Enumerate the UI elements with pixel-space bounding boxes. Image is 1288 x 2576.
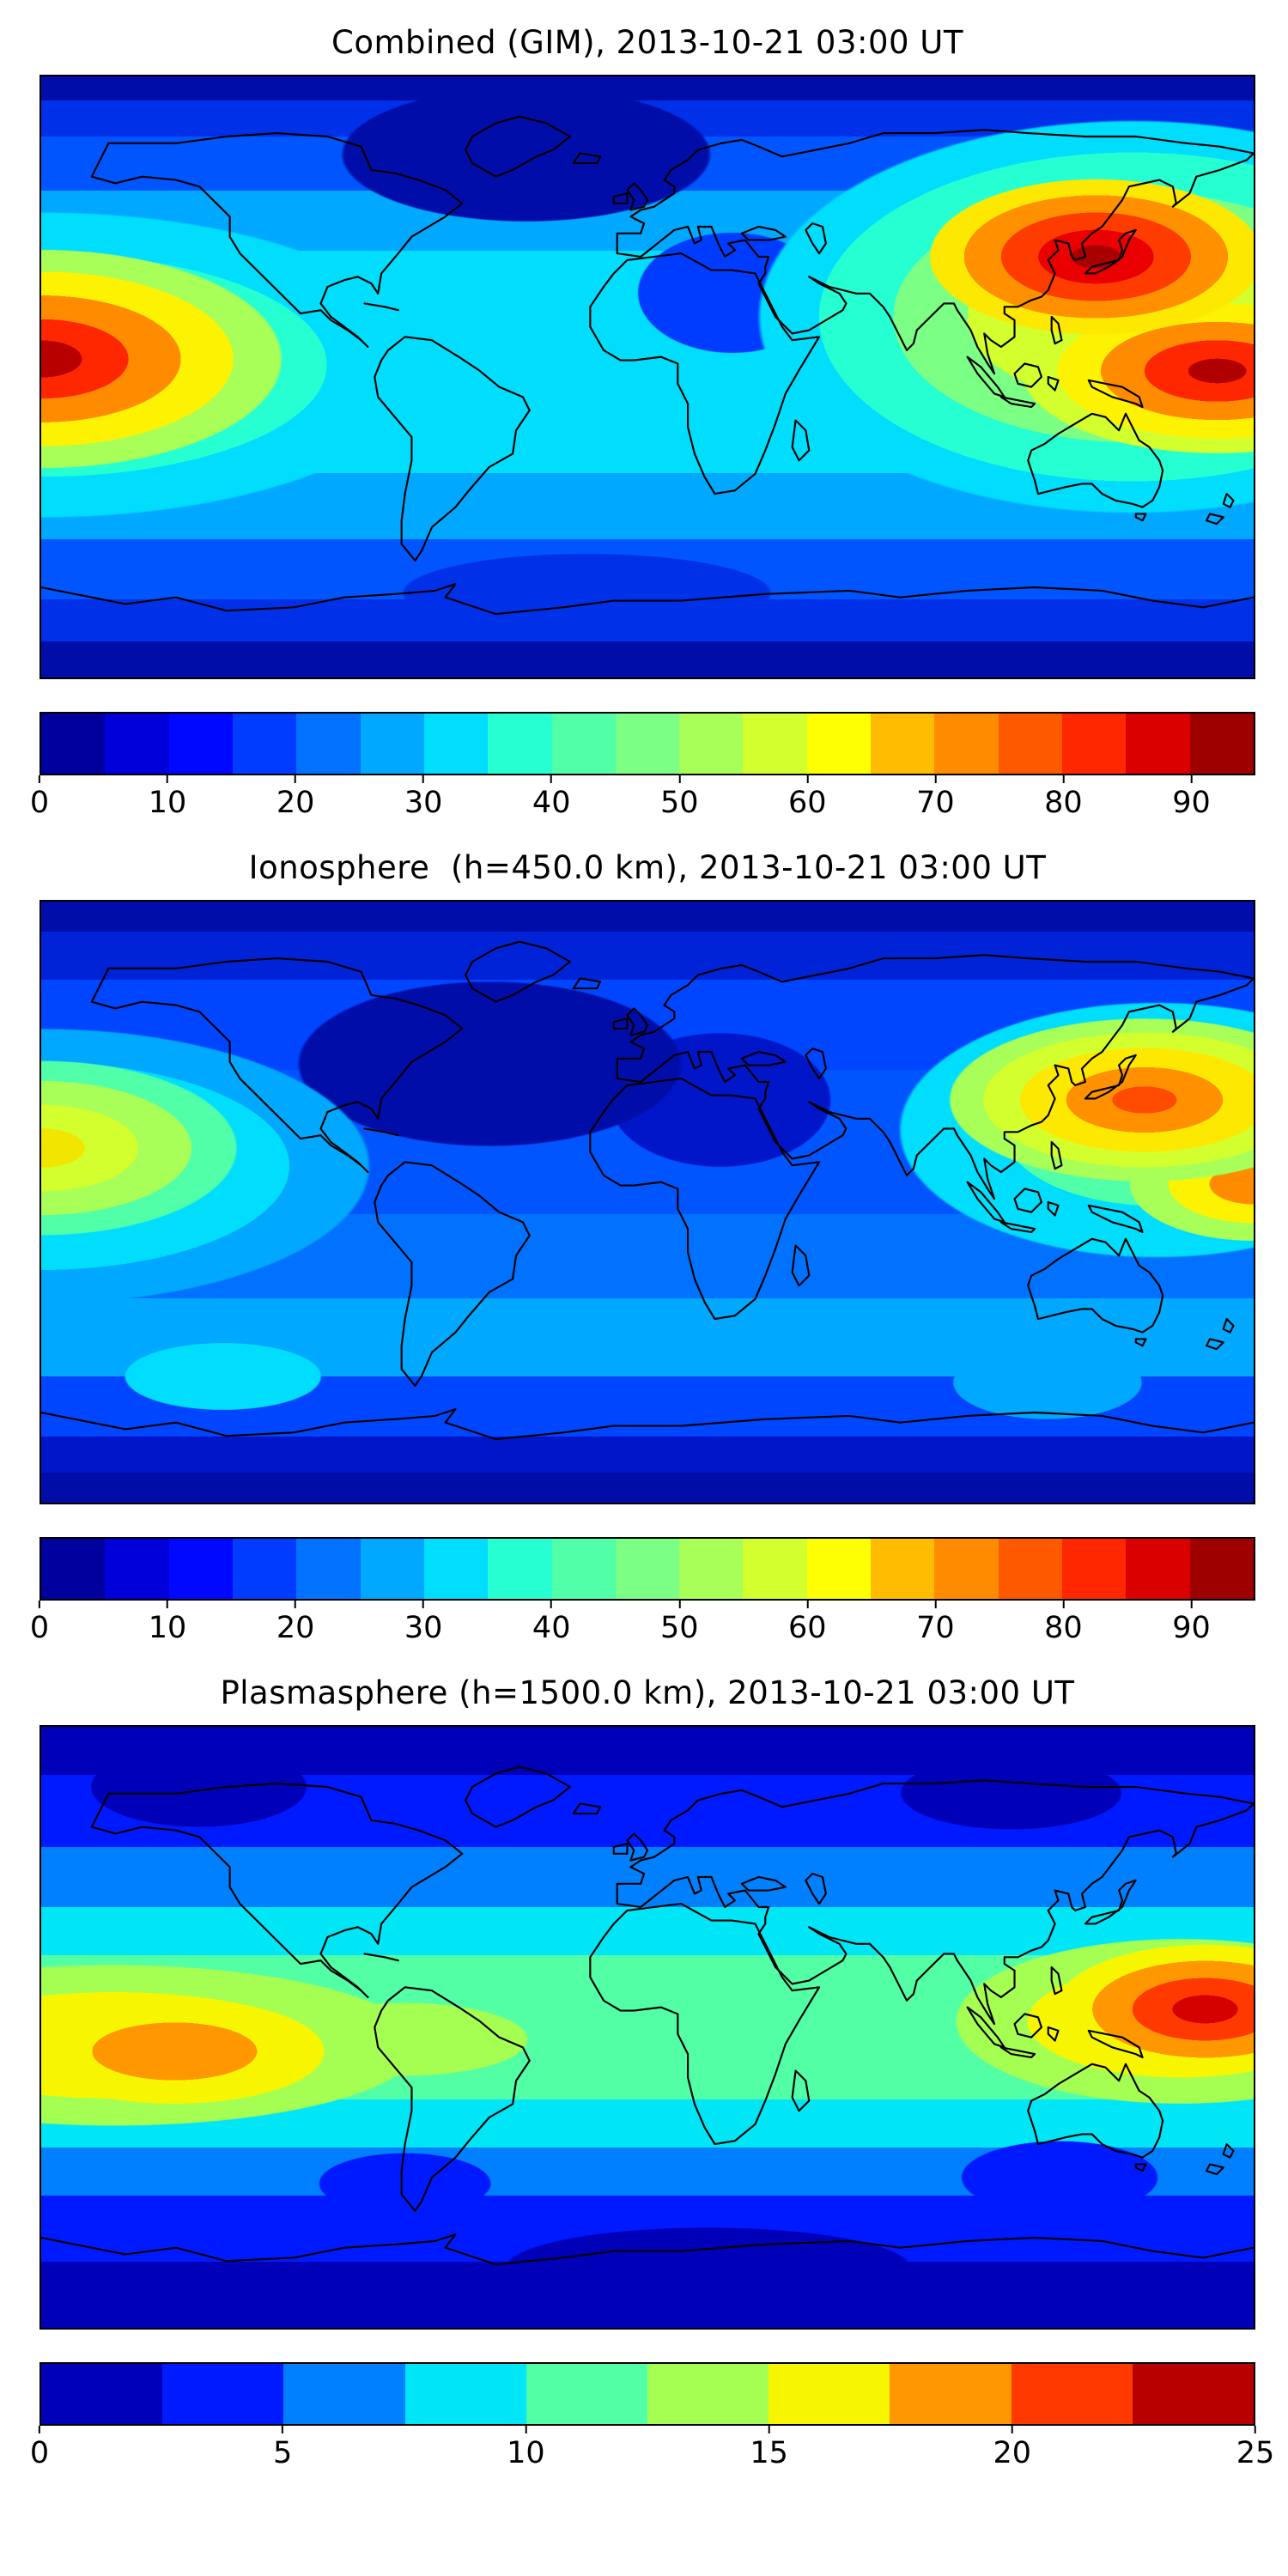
colorbar-tick-label: 60 — [788, 786, 827, 820]
map-combined — [39, 75, 1255, 679]
colorbar-segment — [1126, 714, 1190, 774]
colorbar-tick-label: 80 — [1044, 1611, 1083, 1645]
colorbar-segment — [806, 714, 872, 774]
colorbar-segment — [551, 714, 616, 774]
colorbar-segment — [743, 1539, 807, 1599]
colorbar-segment — [743, 714, 807, 774]
colorbar-segment — [871, 714, 935, 774]
colorbar-segment — [105, 1539, 169, 1599]
colorbar-tick-label: 10 — [507, 2436, 545, 2470]
colorbar-tick-label: 60 — [788, 1611, 827, 1645]
map-ionosphere — [39, 900, 1255, 1504]
colorbar-segment — [423, 1539, 489, 1599]
colorbar-tick-label: 5 — [273, 2436, 293, 2470]
colorbar-tick-label: 0 — [29, 1611, 50, 1645]
colorbar-segment — [1132, 2364, 1255, 2424]
panel-title-plasmasphere: Plasmasphere (h=1500.0 km), 2013-10-21 0… — [220, 1674, 1075, 1711]
map-plasmasphere — [39, 1725, 1255, 2330]
gim-tec-figure: Combined (GIM), 2013-10-21 03:00 UT 0 10 2… — [0, 24, 1288, 2479]
colorbar-segment — [998, 714, 1062, 774]
coastlines-overlay — [41, 115, 1254, 616]
colorbar-segment — [423, 714, 489, 774]
colorbar-tick-label: 40 — [532, 1611, 571, 1645]
colorbar-segment — [360, 1539, 424, 1599]
colorbar-segment — [232, 714, 297, 774]
colorbar-segment — [806, 1539, 872, 1599]
colorbar-segment — [998, 1539, 1062, 1599]
panel-combined: Combined (GIM), 2013-10-21 03:00 UT 0 10 2… — [0, 24, 1288, 829]
colorbar-segment — [360, 714, 424, 774]
colorbar-segment — [41, 1539, 106, 1599]
colorbar-segment — [934, 714, 999, 774]
colorbar-ionosphere — [39, 1537, 1255, 1601]
colorbar-tick-label: 50 — [659, 1611, 699, 1645]
colorbar-segment — [1126, 1539, 1190, 1599]
colorbar-tick-label: 0 — [29, 786, 50, 820]
colorbar-segment — [41, 2364, 163, 2424]
colorbar-ticks-ionosphere: 0 10 20 30 40 50 60 70 80 90 — [30, 1601, 1255, 1654]
colorbar-segment — [679, 1539, 744, 1599]
colorbar-tick-label: 90 — [1172, 1611, 1211, 1645]
colorbar-combined — [39, 712, 1255, 775]
colorbar-segment — [1189, 1539, 1254, 1599]
colorbar-segment — [1011, 2364, 1133, 2424]
colorbar-segment — [488, 714, 552, 774]
colorbar-tick-label: 20 — [276, 1611, 315, 1645]
colorbar-segment — [647, 2364, 769, 2424]
panel-plasmasphere: Plasmasphere (h=1500.0 km), 2013-10-21 0… — [0, 1674, 1288, 2479]
coastlines-overlay — [41, 940, 1254, 1441]
colorbar-segment — [769, 2364, 890, 2424]
colorbar-tick-label: 50 — [659, 786, 699, 820]
colorbar-segment — [283, 2364, 405, 2424]
colorbar-segment — [934, 1539, 999, 1599]
colorbar-tick-label: 80 — [1044, 786, 1083, 820]
colorbar-tick-label: 15 — [750, 2436, 788, 2470]
colorbar-segment — [526, 2364, 648, 2424]
colorbar-segment — [551, 1539, 616, 1599]
colorbar-plasmasphere — [39, 2362, 1255, 2426]
colorbar-segment — [679, 714, 744, 774]
colorbar-tick-label: 10 — [148, 1611, 187, 1645]
colorbar-segment — [1062, 1539, 1127, 1599]
colorbar-segment — [296, 1539, 361, 1599]
colorbar-tick-label: 25 — [1236, 2436, 1275, 2470]
colorbar-tick-label: 70 — [916, 786, 955, 820]
colorbar-tick-label: 0 — [29, 2436, 50, 2470]
colorbar-ticks-plasmasphere: 0 5 10 15 20 25 — [30, 2426, 1274, 2479]
colorbar-ticks-combined: 0 10 20 30 40 50 60 70 80 90 — [30, 775, 1255, 829]
colorbar-segment — [890, 2364, 1012, 2424]
colorbar-segment — [296, 714, 361, 774]
colorbar-segment — [105, 714, 169, 774]
colorbar-tick-label: 70 — [916, 1611, 955, 1645]
colorbar-segment — [232, 1539, 297, 1599]
colorbar-segment — [168, 1539, 233, 1599]
colorbar-segment — [615, 1539, 680, 1599]
colorbar-segment — [1189, 714, 1254, 774]
colorbar-segment — [488, 1539, 552, 1599]
panel-ionosphere: Ionosphere (h=450.0 km), 2013-10-21 03:0… — [0, 849, 1288, 1654]
colorbar-segment — [41, 714, 106, 774]
colorbar-segment — [615, 714, 680, 774]
colorbar-tick-label: 90 — [1172, 786, 1211, 820]
colorbar-tick-label: 20 — [993, 2436, 1032, 2470]
colorbar-segment — [1062, 714, 1127, 774]
colorbar-segment — [162, 2364, 284, 2424]
colorbar-segment — [168, 714, 233, 774]
colorbar-tick-label: 10 — [148, 786, 187, 820]
panel-title-ionosphere: Ionosphere (h=450.0 km), 2013-10-21 03:0… — [248, 849, 1047, 886]
colorbar-tick-label: 40 — [532, 786, 571, 820]
colorbar-tick-label: 20 — [276, 786, 315, 820]
colorbar-tick-label: 30 — [404, 786, 443, 820]
coastlines-overlay — [41, 1765, 1254, 2266]
colorbar-segment — [871, 1539, 935, 1599]
colorbar-segment — [404, 2364, 526, 2424]
panel-title-combined: Combined (GIM), 2013-10-21 03:00 UT — [331, 24, 963, 61]
colorbar-tick-label: 30 — [404, 1611, 443, 1645]
